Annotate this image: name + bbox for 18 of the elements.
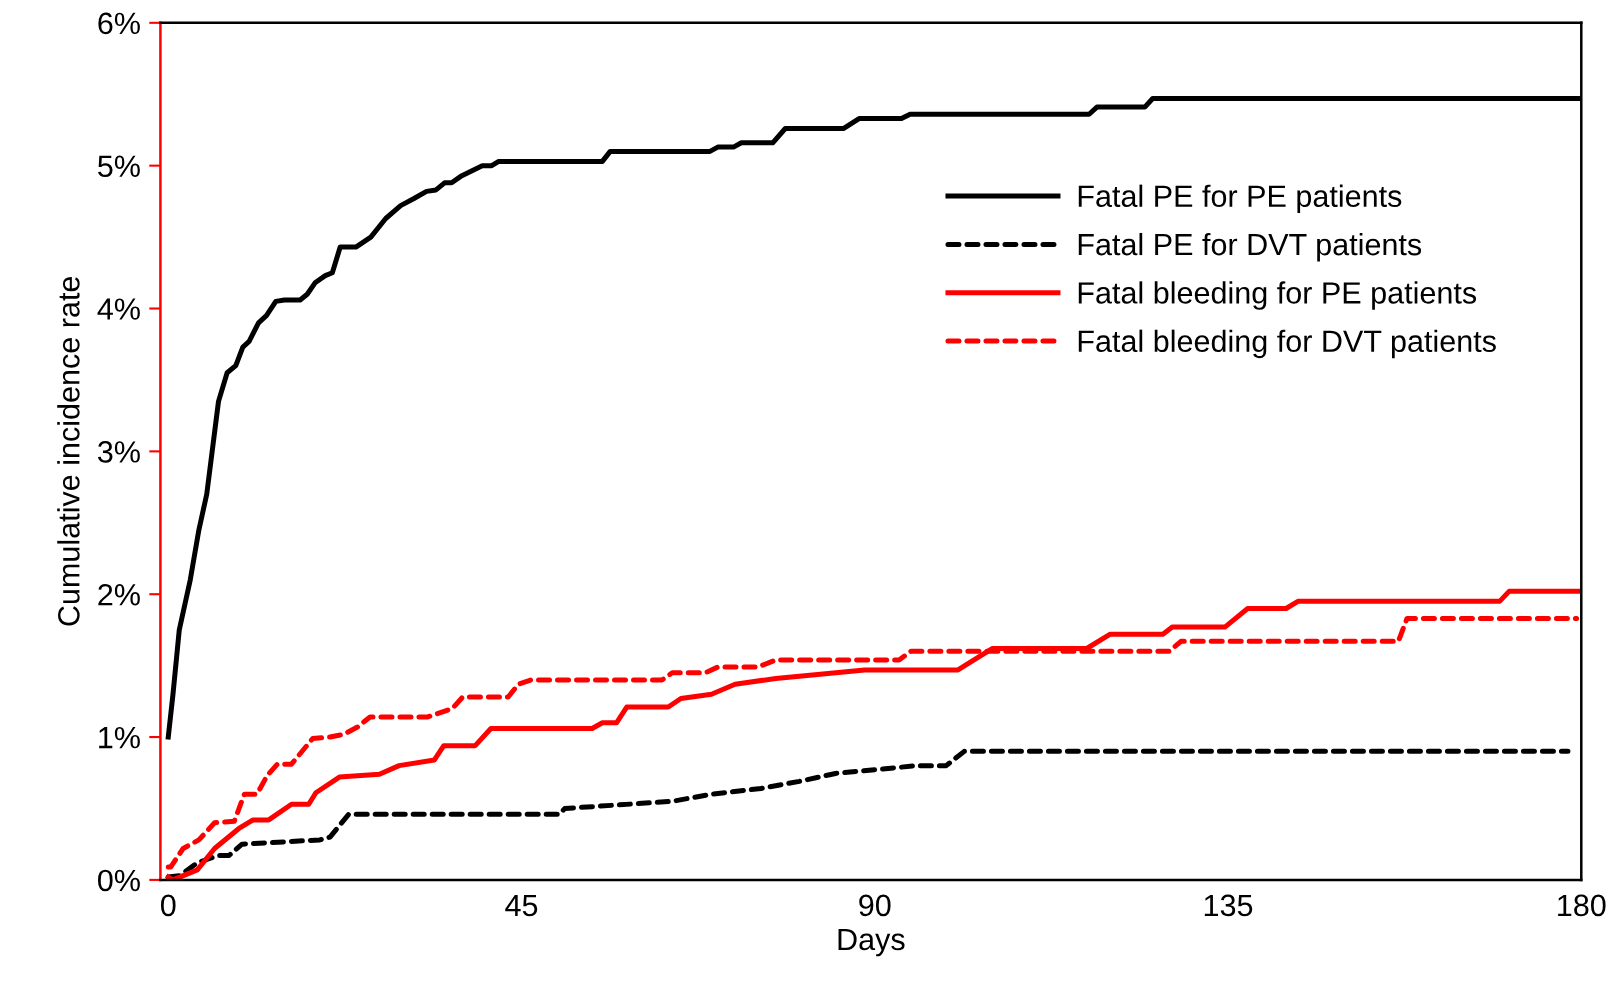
x-tick-label: 45 <box>505 894 538 917</box>
y-tick-label: 4% <box>97 298 140 320</box>
legend-label: Fatal PE for DVT patients <box>1078 232 1422 262</box>
legend-label: Fatal bleeding for DVT patients <box>1078 329 1496 359</box>
y-tick-label: 0% <box>98 869 140 892</box>
x-axis-title: Days <box>838 928 905 957</box>
y-tick-label: 6% <box>98 12 140 35</box>
legend-label: Fatal bleeding for PE patients <box>1078 281 1477 310</box>
y-tick-label: 1% <box>99 726 140 749</box>
y-axis-title: Cumulative incidence rate <box>57 276 80 626</box>
y-tick-label: 3% <box>97 441 140 463</box>
y-tick-label: 5% <box>98 155 140 178</box>
legend-label: Fatal PE for PE patients <box>1078 184 1402 214</box>
x-tick-label: 135 <box>1204 894 1253 917</box>
x-tick-label: 90 <box>859 894 891 917</box>
x-tick-label: 0 <box>160 894 176 917</box>
y-tick-label: 2% <box>98 583 140 606</box>
x-tick-label: 180 <box>1558 894 1606 917</box>
